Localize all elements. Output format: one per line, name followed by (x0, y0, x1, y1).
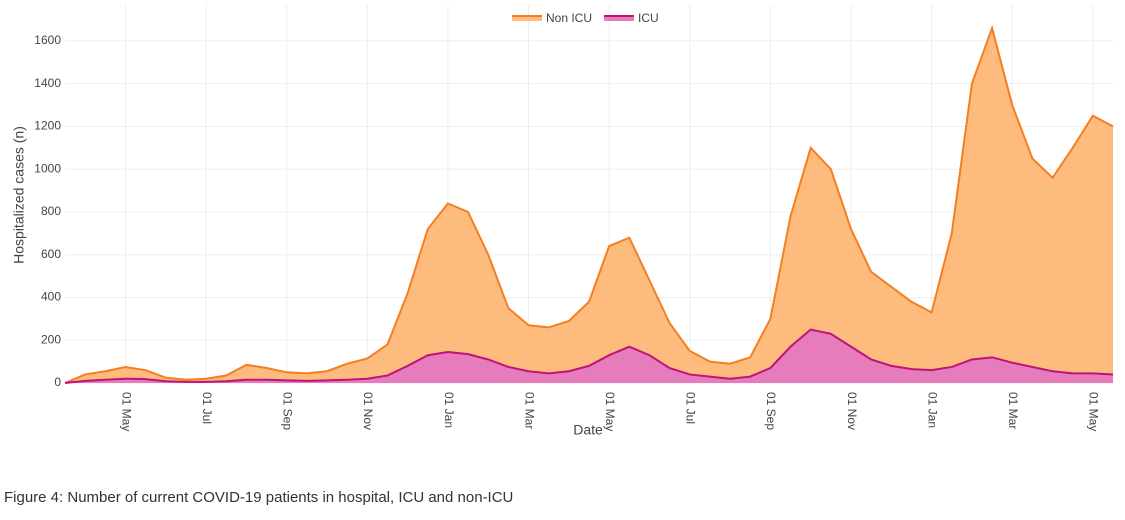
x-axis-title: Date (573, 422, 603, 438)
y-tick-label: 1400 (34, 76, 61, 90)
x-tick-label: 01 Jan (925, 392, 939, 428)
x-tick-label: 01 Mar (1006, 392, 1020, 429)
y-axis-title: Hospitalized cases (n) (11, 126, 27, 264)
x-tick-label: 01 Jul (684, 392, 698, 424)
x-tick-label: 01 May (119, 392, 133, 431)
y-tick-label: 1200 (34, 119, 61, 133)
legend-swatch (512, 15, 542, 21)
area-fill (65, 28, 1113, 384)
x-tick-label: 01 Nov (361, 392, 375, 430)
legend-swatch (604, 15, 635, 21)
y-tick-label: 1600 (34, 33, 61, 47)
legend-label: ICU (638, 11, 659, 25)
area-fill (65, 329, 1113, 383)
legend-label: Non ICU (546, 11, 592, 25)
x-tick-label: 01 Sep (281, 392, 295, 430)
x-tick-label: 01 Jul (200, 392, 214, 424)
x-tick-label: 01 May (603, 392, 617, 431)
line (64, 328, 1114, 384)
y-tick-label: 200 (41, 332, 61, 346)
x-tick-label: 01 May (1087, 392, 1101, 431)
y-tick-label: 800 (41, 204, 61, 218)
plot (64, 5, 1114, 384)
caption: Figure 4: Number of current COVID-19 pat… (4, 489, 513, 506)
x-tick-label: 01 Jan (442, 392, 456, 428)
y-tick-label: 600 (41, 247, 61, 261)
y-tick-label: 400 (41, 290, 61, 304)
y-tick-label: 0 (54, 375, 61, 389)
y-tick-label: 1000 (34, 161, 61, 175)
x-tick-label: 01 Sep (764, 392, 778, 430)
x-tick-label: 01 Mar (522, 392, 536, 429)
x-tick-label: 01 Nov (845, 392, 859, 430)
line (64, 24, 1114, 384)
